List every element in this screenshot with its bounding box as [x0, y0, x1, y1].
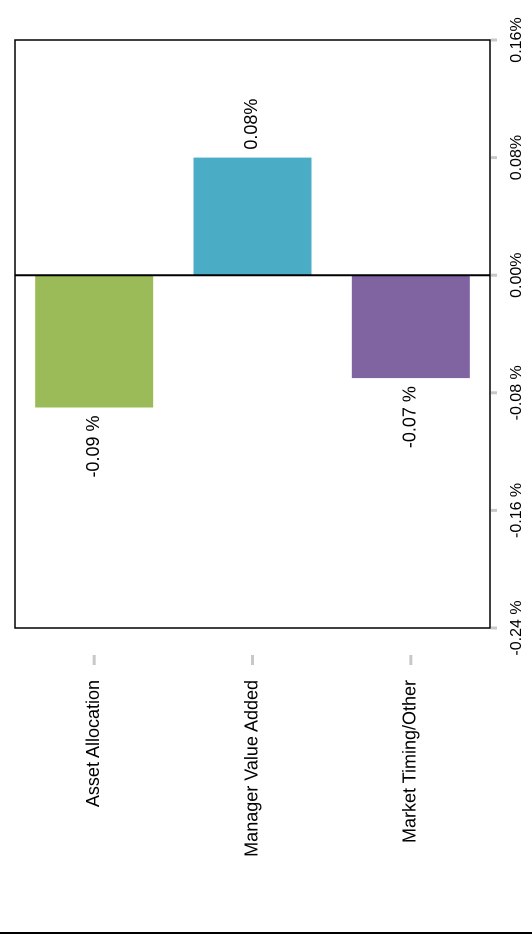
- tick-label: -0.24 %: [508, 600, 525, 655]
- plot-frame: [14, 39, 491, 629]
- tick-label: -0.16 %: [508, 483, 525, 538]
- data-label: 0.08%: [241, 99, 261, 150]
- tick-label: -0.08 %: [508, 365, 525, 420]
- tick-label: 0.00%: [508, 253, 525, 298]
- category-label: Manager Value Added: [241, 680, 261, 857]
- data-label: -0.09 %: [83, 416, 103, 478]
- tick-label: 0.16%: [508, 17, 525, 62]
- tick-label: 0.08%: [508, 135, 525, 180]
- category-label: Market Timing/Other: [400, 680, 420, 843]
- category-label: Asset Allocation: [83, 680, 103, 807]
- data-labels-layer: -0.09 % 0.08% -0.07 %: [83, 99, 420, 478]
- bar: [35, 275, 154, 408]
- bar: [351, 275, 470, 379]
- bar: [193, 157, 312, 276]
- value-axis: -0.24 % -0.16 % -0.08 % 0.00% 0.08% 0.16%: [491, 17, 525, 656]
- data-label: -0.07 %: [400, 386, 420, 448]
- category-axis: Asset Allocation Manager Value Added Marke…: [83, 655, 420, 857]
- bars-layer: [35, 157, 470, 408]
